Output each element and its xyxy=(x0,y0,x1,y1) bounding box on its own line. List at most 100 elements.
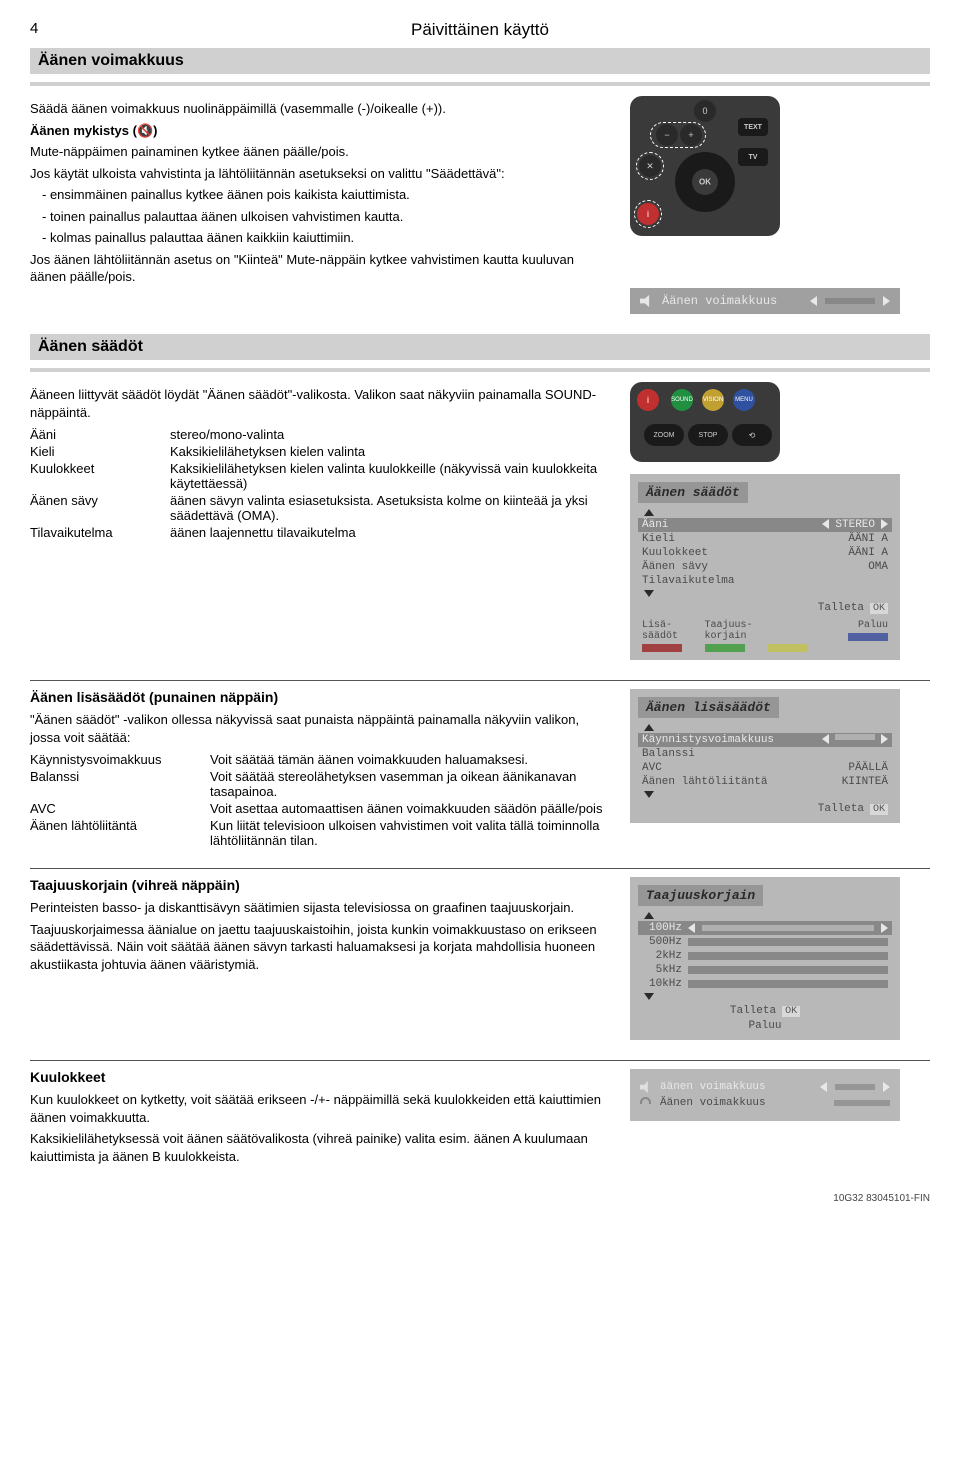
btn-info: i xyxy=(637,389,659,411)
btn-zero: 0 xyxy=(694,100,716,122)
btn-back: ⟲ xyxy=(732,424,772,446)
osd-back: Paluu xyxy=(638,1017,892,1032)
extra-intro: "Äänen säädöt" -valikon ollessa näkyviss… xyxy=(30,711,610,746)
remote-illustration-2: i SOUND VISION MENU ZOOM STOP ⟲ xyxy=(630,382,780,462)
btn-zoom: ZOOM xyxy=(644,424,684,446)
def-key: Kieli xyxy=(30,444,160,459)
osd-footer: TalletaOK xyxy=(638,599,892,614)
osd-row: AVCPÄÄLLÄ xyxy=(638,761,892,775)
settings-deflist: Ääni stereo/mono-valinta Kieli Kaksikielil… xyxy=(30,427,610,540)
settings-intro: Ääneen liittyvät säädöt löydät "Äänen sä… xyxy=(30,386,610,421)
headphone-icon xyxy=(640,1097,652,1109)
mute-p1: Mute-näppäimen painaminen kytkee äänen p… xyxy=(30,143,610,161)
osd-extra: Äänen lisäsäädöt Käynnistysvoimakkuus Ba… xyxy=(630,689,900,823)
page-title: Päivittäinen käyttö xyxy=(30,20,930,40)
divider xyxy=(30,868,930,869)
hp-row-headphone: Äänen voimakkuus xyxy=(640,1095,890,1111)
def-val: Kaksikielilähetyksen kielen valinta xyxy=(170,444,610,459)
btn-mute: ✕ xyxy=(639,155,661,177)
osd-row: KieliÄÄNI A xyxy=(638,532,892,546)
def-key: Kuulokkeet xyxy=(30,461,160,491)
osd-row: ÄäniSTEREO xyxy=(638,518,892,532)
def-key: Tilavaikutelma xyxy=(30,525,160,540)
mute-b: - toinen painallus palauttaa äänen ulkoi… xyxy=(30,208,610,226)
osd-row: Äänen sävyOMA xyxy=(638,560,892,574)
section-volume: Äänen voimakkuus xyxy=(30,48,930,74)
divider xyxy=(30,680,930,681)
eq-band: 10kHz xyxy=(638,977,892,991)
speaker-icon xyxy=(640,295,654,307)
footer-code: 10G32 83045101-FIN xyxy=(30,1193,930,1204)
triangle-down-icon xyxy=(644,791,654,798)
mute-icon: 🔇 xyxy=(137,123,153,138)
divider xyxy=(30,368,930,372)
btn-minus: − xyxy=(656,124,678,146)
mute-c: - kolmas painallus palauttaa äänen kaikk… xyxy=(30,229,610,247)
def-key: Äänen sävy xyxy=(30,493,160,523)
arrow-left-icon xyxy=(810,296,817,306)
def-val: Kaksikielilähetyksen kielen valinta kuul… xyxy=(170,461,610,491)
mute-heading: Äänen mykistys (🔇) xyxy=(30,122,610,140)
osd-row: Tilavaikutelma xyxy=(638,574,892,588)
osd-color-buttons: Lisä- säädöt Taajuus- korjain Paluu xyxy=(638,620,892,652)
btn-tv: TV xyxy=(738,148,768,166)
osd-sound-settings: Äänen säädöt ÄäniSTEREO KieliÄÄNI A Kuul… xyxy=(630,474,900,660)
divider xyxy=(30,1060,930,1061)
divider xyxy=(30,82,930,86)
btn-sound: SOUND xyxy=(671,389,693,411)
hp-heading: Kuulokkeet xyxy=(30,1069,610,1085)
triangle-up-icon xyxy=(644,509,654,516)
eq-band: 2kHz xyxy=(638,949,892,963)
mute-a: - ensimmäinen painallus kytkee äänen poi… xyxy=(30,186,610,204)
osd-headphones: äänen voimakkuus Äänen voimakkuus xyxy=(630,1069,900,1121)
triangle-down-icon xyxy=(644,993,654,1000)
mute-p2: Jos käytät ulkoista vahvistinta ja lähtö… xyxy=(30,165,610,183)
def-val: Kun liität televisioon ulkoisen vahvisti… xyxy=(210,818,610,848)
eq-band: 100Hz xyxy=(638,921,892,935)
hp-p1: Kun kuulokkeet on kytketty, voit säätää … xyxy=(30,1091,610,1126)
triangle-up-icon xyxy=(644,912,654,919)
osd-row: Balanssi xyxy=(638,747,892,761)
eq-band: 500Hz xyxy=(638,935,892,949)
extra-deflist: Käynnistysvoimakkuus Voit säätää tämän ää… xyxy=(30,752,610,848)
btn-info: i xyxy=(637,203,659,225)
mute-p3: Jos äänen lähtöliitännän asetus on "Kiin… xyxy=(30,251,610,286)
eq-p2: Taajuuskorjaimessa äänialue on jaettu ta… xyxy=(30,921,610,974)
btn-stop: STOP xyxy=(688,424,728,446)
eq-band: 5kHz xyxy=(638,963,892,977)
btn-ok: OK xyxy=(699,178,711,187)
section-sound-settings: Äänen säädöt xyxy=(30,334,930,360)
osd-title: Äänen lisäsäädöt xyxy=(638,697,779,718)
btn-plus: + xyxy=(680,124,702,146)
osd-footer: TalletaOK xyxy=(638,1002,892,1017)
osd-volume-slider xyxy=(825,298,875,304)
osd-title: Äänen säädöt xyxy=(638,482,748,503)
def-val: äänen sävyn valinta esiasetuksista. Aset… xyxy=(170,493,610,523)
def-key: Balanssi xyxy=(30,769,200,799)
btn-menu: MENU xyxy=(733,389,755,411)
osd-row: KuulokkeetÄÄNI A xyxy=(638,546,892,560)
btn-text: TEXT xyxy=(738,118,768,136)
osd-row: Äänen lähtöliitäntäKIINTEÄ xyxy=(638,775,892,789)
vol-intro: Säädä äänen voimakkuus nuolinäppäimillä … xyxy=(30,100,610,118)
def-key: Ääni xyxy=(30,427,160,442)
remote-illustration: 0 − + TEXT ✕ TV OK i xyxy=(630,96,780,236)
def-val: Voit säätää tämän äänen voimakkuuden hal… xyxy=(210,752,610,767)
osd-equalizer: Taajuuskorjain 100Hz 500Hz 2kHz 5kHz 10k… xyxy=(630,877,900,1040)
def-key: AVC xyxy=(30,801,200,816)
osd-row: Käynnistysvoimakkuus xyxy=(638,733,892,747)
eq-p1: Perinteisten basso- ja diskanttisävyn sä… xyxy=(30,899,610,917)
def-key: Äänen lähtöliitäntä xyxy=(30,818,200,848)
triangle-up-icon xyxy=(644,724,654,731)
def-val: Voit asettaa automaattisen äänen voimakk… xyxy=(210,801,610,816)
extra-heading: Äänen lisäsäädöt (punainen näppäin) xyxy=(30,689,610,705)
arrow-right-icon xyxy=(883,296,890,306)
osd-volume-label: Äänen voimakkuus xyxy=(662,294,802,308)
def-key: Käynnistysvoimakkuus xyxy=(30,752,200,767)
def-val: stereo/mono-valinta xyxy=(170,427,610,442)
osd-title: Taajuuskorjain xyxy=(638,885,763,906)
hp-p2: Kaksikielilähetyksessä voit äänen säätöv… xyxy=(30,1130,610,1165)
def-val: Voit säätää stereolähetyksen vasemman ja… xyxy=(210,769,610,799)
osd-volume-bar: Äänen voimakkuus xyxy=(630,288,900,314)
eq-heading: Taajuuskorjain (vihreä näppäin) xyxy=(30,877,610,893)
